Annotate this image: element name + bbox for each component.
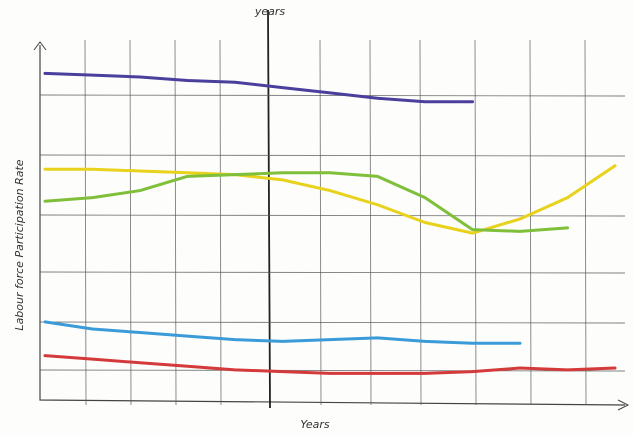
grid-line: [39, 94, 626, 97]
grid-line: [129, 39, 132, 406]
grid-line: [39, 214, 626, 217]
grid-line: [39, 271, 626, 274]
grid-line: [174, 39, 177, 406]
x-arrow: [617, 399, 630, 411]
lines: [43, 71, 617, 375]
top-label: years: [254, 5, 286, 18]
y-arrow: [33, 41, 47, 51]
grid-line: [39, 369, 626, 372]
grid-line: [39, 154, 626, 157]
series-line: [43, 171, 569, 233]
grid-line: [39, 321, 626, 324]
grid-line: [84, 39, 87, 406]
x-axis-label: Years: [300, 418, 330, 431]
grid-line: [584, 39, 587, 406]
center-axis: [267, 9, 271, 409]
grid-line: [319, 39, 322, 406]
series-line: [43, 354, 617, 375]
series-line: [43, 164, 617, 235]
axes: [39, 45, 626, 406]
grid-line: [474, 39, 477, 406]
series-line: [43, 71, 474, 104]
grid-line: [369, 39, 372, 406]
y-axis-label: Labour force Participation Rate: [13, 159, 26, 330]
grid: [39, 39, 626, 406]
grid-line: [219, 39, 222, 406]
series-line: [43, 320, 522, 345]
grid-line: [529, 39, 532, 406]
